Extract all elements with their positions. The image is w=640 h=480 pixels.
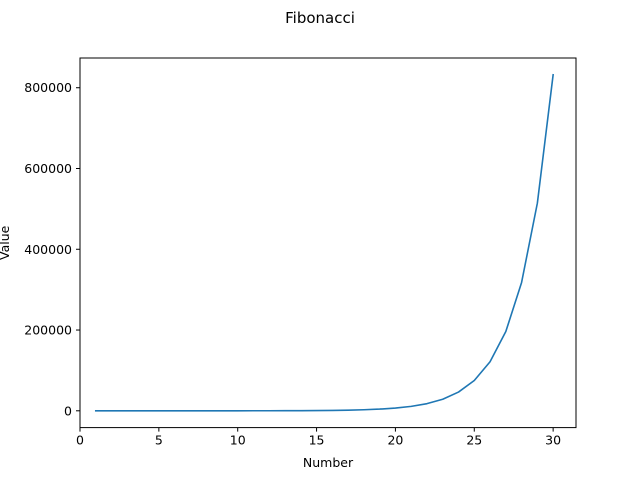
x-tick-label: 5 <box>155 433 163 448</box>
x-tick-label: 10 <box>230 433 246 448</box>
chart-title: Fibonacci <box>285 9 355 27</box>
y-axis-label: Value <box>0 225 12 260</box>
x-tick-label: 0 <box>76 433 84 448</box>
x-tick-label: 30 <box>545 433 561 448</box>
y-tick-label: 200000 <box>24 323 72 338</box>
y-tick-label: 800000 <box>24 80 72 95</box>
series-layer <box>94 73 555 412</box>
x-tick-label: 25 <box>466 433 482 448</box>
plot-frame <box>79 57 577 429</box>
x-tick-label: 20 <box>387 433 403 448</box>
x-tick-label: 15 <box>309 433 325 448</box>
y-tick-label: 0 <box>64 403 72 418</box>
series-line <box>94 73 555 412</box>
x-axis-label: Number <box>303 455 354 470</box>
y-tick-label: 400000 <box>24 242 72 257</box>
y-tick-label: 600000 <box>24 161 72 176</box>
axis-ticks: 0 5 10 15 20 25 30 0 200000 400000 600000 800000 <box>24 80 561 447</box>
